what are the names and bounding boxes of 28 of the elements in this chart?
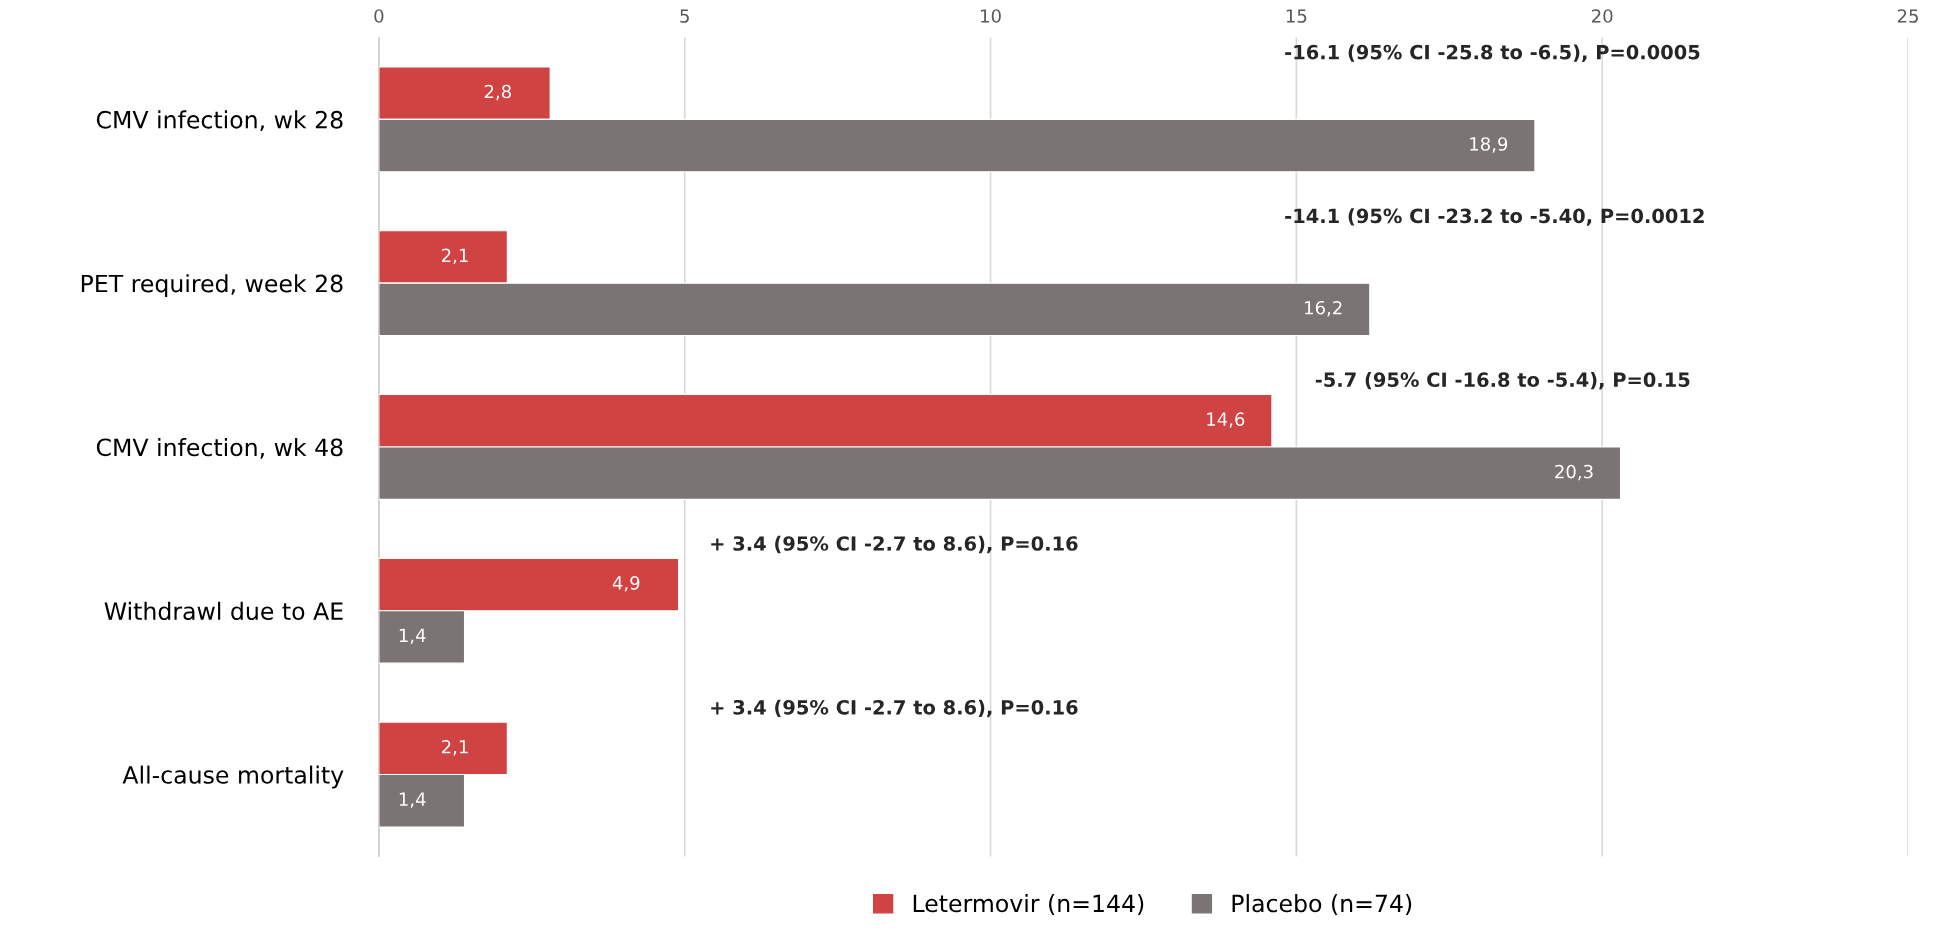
data-label: 18,9 <box>1470 137 1508 153</box>
data-label: 2,1 <box>441 248 468 265</box>
y-tick-label: Withdrawl due to AE <box>104 601 343 621</box>
data-label: 2,1 <box>441 739 468 756</box>
data-label: 4,9 <box>612 576 640 592</box>
data-label: 1,4 <box>399 792 426 808</box>
data-label: 14,6 <box>1207 412 1245 428</box>
annotation: + 3.4 (95% CI -2.7 to 8.6), P=0.16 <box>711 699 1078 718</box>
data-label: 16,2 <box>1305 300 1342 317</box>
legend-label: Letermovir (n=144) <box>913 894 1144 916</box>
y-tick-label: PET required, week 28 <box>81 274 343 298</box>
x-tick-label: 10 <box>981 9 1001 23</box>
data-label: 1,4 <box>399 628 426 645</box>
data-label: 2,8 <box>484 84 511 101</box>
legend-label: Placebo (n=74) <box>1232 894 1412 916</box>
annotation: -16.1 (95% CI -25.8 to -6.5), P=0.0005 <box>1285 44 1700 62</box>
x-tick-label: 15 <box>1286 9 1307 23</box>
annotation: -14.1 (95% CI -23.2 to -5.40, P=0.0012 <box>1285 208 1704 226</box>
annotation: + 3.4 (95% CI -2.7 to 8.6), P=0.16 <box>711 535 1078 554</box>
x-tick-label: 20 <box>1592 9 1613 23</box>
y-tick-label: CMV infection, wk 28 <box>96 110 343 132</box>
y-tick-label: CMV infection, wk 48 <box>96 437 343 459</box>
x-tick-label: 5 <box>680 9 689 23</box>
data-label: 20,3 <box>1555 464 1593 481</box>
x-tick-label: 25 <box>1897 9 1918 23</box>
y-tick-label: All-cause mortality <box>122 765 344 789</box>
annotation: -5.7 (95% CI -16.8 to -5.4), P=0.15 <box>1315 372 1690 390</box>
x-tick-label: 0 <box>374 9 384 23</box>
